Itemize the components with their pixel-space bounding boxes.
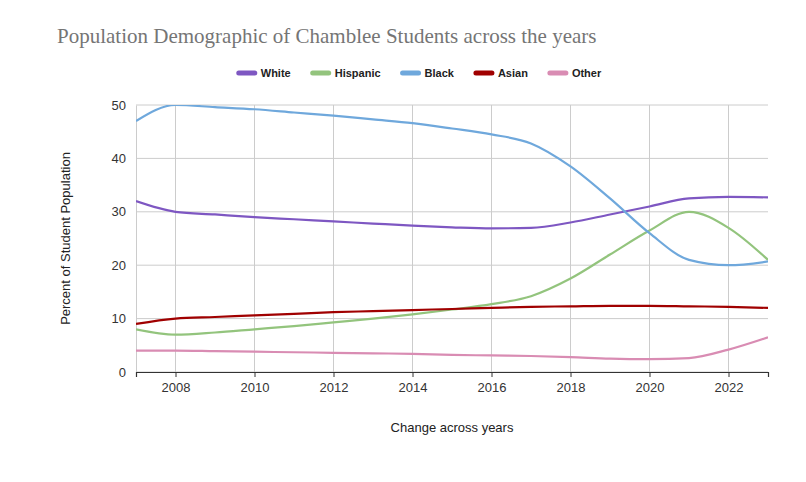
x-tick: 2012 [320, 372, 349, 395]
grid-line [136, 158, 768, 159]
y-tick: 50 [112, 98, 136, 113]
legend-item: Hispanic [313, 67, 381, 79]
legend-label: White [261, 67, 291, 79]
x-tick-mark [492, 372, 493, 377]
grid-line [136, 105, 768, 106]
x-tick-label: 2016 [478, 380, 507, 395]
x-tick-label: 2014 [399, 380, 428, 395]
x-tick-mark [255, 372, 256, 377]
y-tick-label: 20 [112, 258, 126, 273]
series-line [136, 212, 768, 335]
lines [136, 105, 768, 359]
x-tick-mark [729, 372, 730, 377]
y-tick-label: 40 [112, 151, 126, 166]
x-tick-mark [176, 372, 177, 377]
y-axis-title: Percent of Student Population [58, 152, 73, 325]
x-axis-line [137, 373, 769, 378]
x-tick: 2010 [241, 372, 270, 395]
grid-line [136, 211, 768, 212]
series-line [136, 105, 768, 265]
x-tick-mark [571, 372, 572, 377]
legend-label: Black [425, 67, 455, 79]
x-tick: 2018 [557, 372, 586, 395]
x-axis: 2008 2010 2012 2014 2016 2018 2020 2022 [137, 372, 769, 395]
series-line [136, 337, 768, 359]
legend-item: Other [550, 67, 602, 79]
x-tick: 2020 [636, 372, 665, 395]
series-line [136, 306, 768, 324]
legend-swatch [239, 71, 255, 76]
x-tick: 2014 [399, 372, 428, 395]
grid [136, 105, 768, 372]
y-tick-label: 30 [112, 204, 126, 219]
grid-line [254, 105, 255, 372]
y-tick-label: 10 [112, 311, 126, 326]
legend-label: Asian [498, 67, 528, 79]
grid-line [412, 105, 413, 372]
grid-line [491, 105, 492, 372]
grid-line [136, 265, 768, 266]
y-tick: 20 [112, 258, 136, 273]
plot-area: 0102030405020082010201220142016201820202… [112, 98, 769, 396]
legend-swatch [550, 71, 566, 76]
x-tick: 2022 [715, 372, 744, 395]
y-tick-label: 0 [119, 365, 126, 380]
x-tick-label: 2022 [715, 380, 744, 395]
y-tick: 40 [112, 151, 136, 166]
legend-label: Other [572, 67, 602, 79]
y-tick: 10 [112, 311, 136, 326]
y-tick: 0 [119, 365, 136, 380]
title: Population Demographic of Chamblee Stude… [57, 24, 596, 48]
grid-line [570, 105, 571, 372]
x-tick-label: 2010 [241, 380, 270, 395]
legend-swatch [403, 71, 419, 76]
grid-line [175, 105, 176, 372]
y-tick: 30 [112, 204, 136, 219]
y-tick-label: 50 [112, 98, 126, 113]
x-tick-label: 2008 [162, 380, 191, 395]
legend-item: Black [403, 67, 455, 79]
x-tick-label: 2018 [557, 380, 586, 395]
grid-line [728, 105, 729, 372]
legend-swatch [476, 71, 492, 76]
x-tick-mark [413, 372, 414, 377]
legend-item: Asian [476, 67, 528, 79]
grid-line [333, 105, 334, 372]
x-tick-mark [334, 372, 335, 377]
legend-label: Hispanic [335, 67, 381, 79]
legend: White Hispanic Black Asian Other [239, 67, 602, 79]
x-tick-mark [650, 372, 651, 377]
series-line [136, 197, 768, 229]
legend-swatch [313, 71, 329, 76]
x-tick: 2008 [162, 372, 191, 395]
x-axis-title: Change across years [391, 420, 514, 435]
grid-line [136, 318, 768, 319]
legend-item: White [239, 67, 291, 79]
grid-line [649, 105, 650, 372]
x-tick: 2016 [478, 372, 507, 395]
x-tick-label: 2012 [320, 380, 349, 395]
chart: Population Demographic of Chamblee Stude… [0, 0, 806, 482]
y-axis-line [136, 106, 137, 373]
y-axis: 0 10 20 30 40 50 [112, 98, 137, 380]
x-tick-label: 2020 [636, 380, 665, 395]
